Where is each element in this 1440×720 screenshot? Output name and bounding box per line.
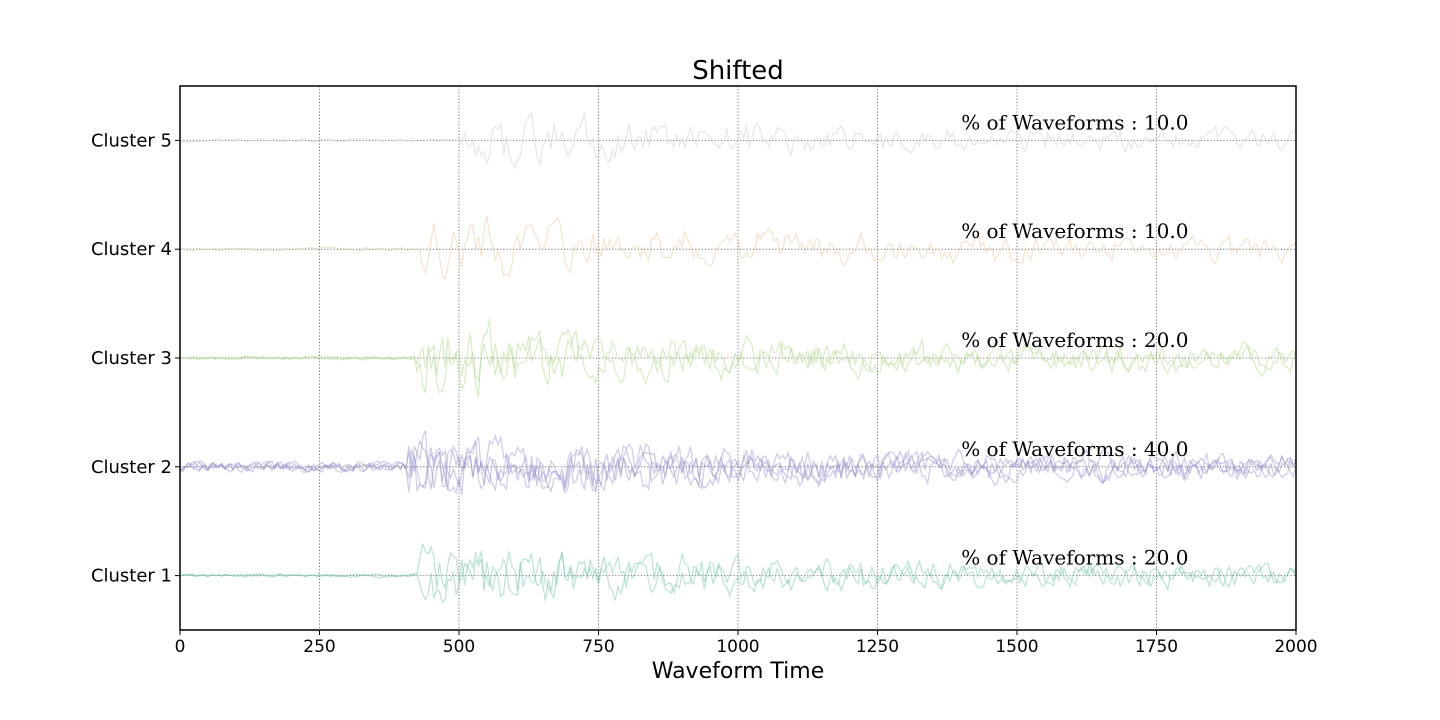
x-tick-label: 1000 — [716, 637, 759, 657]
waveform-line — [179, 215, 1297, 281]
cluster-percent-annotation: % of Waveforms : 40.0 — [961, 437, 1188, 461]
waveform-line — [179, 328, 1297, 394]
waveform-line — [179, 433, 1297, 496]
cluster-percent-annotation: % of Waveforms : 10.0 — [961, 110, 1188, 134]
cluster-percent-annotation: % of Waveforms : 10.0 — [961, 219, 1188, 243]
y-tick-label: Cluster 5 — [91, 130, 172, 151]
x-tick-label: 1750 — [1135, 637, 1178, 657]
x-tick-label: 1500 — [995, 637, 1038, 657]
waveform-line — [179, 541, 1297, 602]
y-tick-layer: Cluster 1 Cluster 2 Cluster 3 Cluster 4 Clus… — [91, 130, 180, 587]
series-layer — [179, 111, 1297, 604]
y-tick-label: Cluster 3 — [91, 348, 172, 369]
x-tick-layer: 0 250 500 750 1000 1250 1500 1750 2000 — [175, 630, 1318, 657]
x-tick-label: 0 — [175, 637, 186, 657]
waveform-line — [179, 550, 1297, 604]
y-tick-label: Cluster 1 — [91, 566, 172, 587]
chart-title: Shifted — [692, 56, 784, 86]
waveform-line — [179, 442, 1297, 494]
y-tick-label: Cluster 2 — [91, 457, 172, 478]
x-tick-label: 250 — [303, 637, 335, 657]
waveform-line — [179, 430, 1297, 493]
x-tick-label: 750 — [582, 637, 614, 657]
waveform-line — [179, 436, 1297, 492]
waveform-line — [179, 318, 1297, 397]
x-tick-label: 500 — [443, 637, 475, 657]
cluster-percent-annotation: % of Waveforms : 20.0 — [961, 328, 1188, 352]
x-tick-label: 2000 — [1274, 637, 1317, 657]
x-axis-label: Waveform Time — [652, 659, 825, 684]
y-tick-label: Cluster 4 — [91, 239, 172, 260]
annotation-layer: % of Waveforms : 20.0 % of Waveforms : 40… — [961, 110, 1188, 569]
waveform-line — [179, 111, 1297, 170]
x-tick-label: 1250 — [856, 637, 899, 657]
cluster-percent-annotation: % of Waveforms : 20.0 — [961, 546, 1188, 570]
